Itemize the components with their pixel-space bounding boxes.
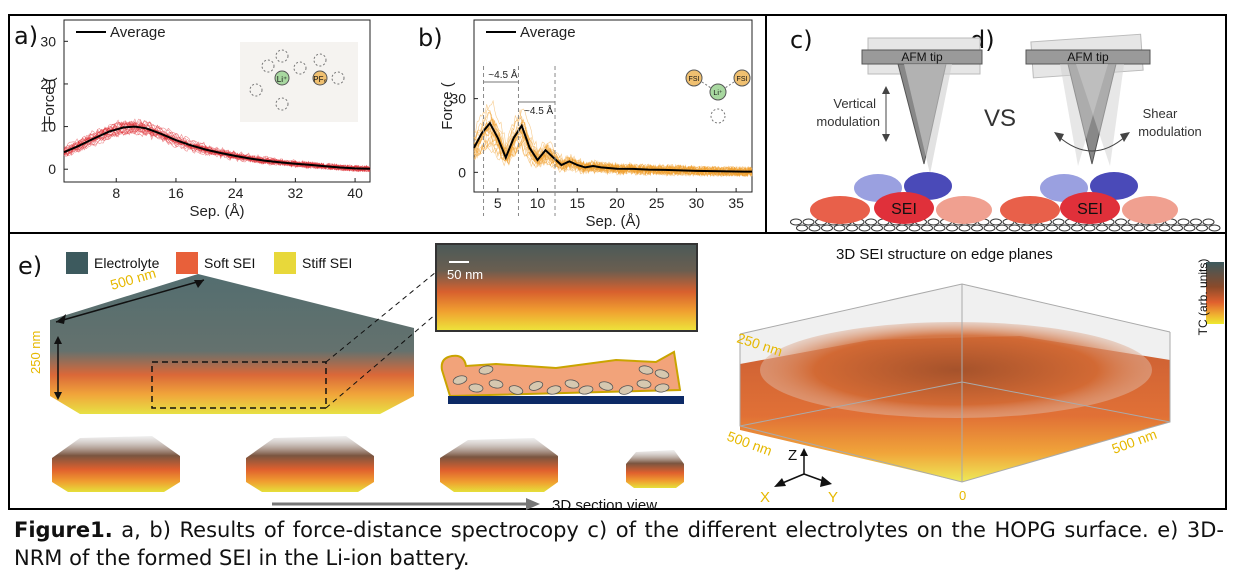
divider-horizontal — [8, 232, 1227, 234]
section-slice-4 — [626, 450, 684, 488]
x-tick-label: 16 — [168, 185, 184, 201]
sei-label-c: SEI — [891, 201, 917, 218]
afm-tip-d: AFM tip Shear modulation — [1026, 34, 1202, 166]
vs-label: VS — [984, 105, 1016, 132]
svg-text:FSI: FSI — [689, 76, 700, 83]
vertical-label-2: modulation — [816, 114, 880, 129]
section-slice-2 — [246, 436, 374, 492]
sei-schematic-section — [436, 340, 692, 408]
axis-z: Z — [788, 447, 797, 464]
colorbar-label: TC (arb. units) — [1196, 242, 1210, 352]
svg-text:Li⁺: Li⁺ — [277, 75, 287, 84]
shear-label-1: Shear — [1143, 106, 1178, 121]
y-axis-label: Force ( — [439, 82, 456, 130]
x-tick-label: 25 — [649, 195, 665, 211]
legend-label: Average — [520, 24, 576, 41]
y-axis-label: Force ( — [41, 77, 58, 125]
volume-render-main: 500 nm 250 nm — [20, 268, 440, 418]
tip-label-d: AFM tip — [1067, 50, 1109, 64]
svg-text:FSI: FSI — [737, 76, 748, 83]
trace-line — [64, 119, 370, 170]
x-tick-label: 5 — [494, 195, 502, 211]
legend-label: Average — [110, 24, 166, 41]
trace-line — [64, 119, 370, 171]
annotation-spacing-1: ~4.5 Å — [488, 68, 518, 81]
y-tick-label: 0 — [48, 161, 56, 177]
x-tick-label: 32 — [288, 185, 304, 201]
axis-x: X — [760, 489, 770, 506]
axis-label-zero: 0 — [959, 488, 966, 503]
shear-label-2: modulation — [1138, 124, 1202, 139]
x-tick-label: 15 — [569, 195, 585, 211]
section-view-label: 3D section view — [552, 497, 657, 510]
trace-line — [64, 121, 370, 171]
x-tick-label: 35 — [728, 195, 744, 211]
volume-render-3d: 250 nm 500 nm 500 nm 0 Z X Y — [720, 262, 1190, 510]
caption-text: a, b) Results of force-distance spectroc… — [14, 518, 1224, 570]
svg-text:PF₆: PF₆ — [313, 75, 326, 84]
scalebar — [449, 261, 469, 263]
molecule-inset-a: Li⁺ PF₆ — [240, 42, 358, 122]
x-tick-label: 10 — [530, 195, 546, 211]
x-tick-label: 40 — [347, 185, 363, 201]
dim-height-label: 250 nm — [28, 331, 43, 374]
caption-bold: Figure1. — [14, 518, 113, 542]
x-axis-label: Sep. (Å) — [585, 213, 640, 230]
x-tick-label: 20 — [609, 195, 625, 211]
sei-cluster-c: SEI — [810, 172, 992, 224]
molecule-inset-b: FSI Li⁺ FSI — [686, 70, 750, 123]
section-slice-1 — [52, 436, 180, 492]
sei-cluster-d: SEI — [1000, 172, 1178, 224]
x-axis-label: Sep. (Å) — [189, 203, 244, 220]
panel-cd-schematic: AFM tip Vertical modulation VS AFM tip S… — [768, 16, 1226, 232]
vertical-label-1: Vertical — [833, 96, 876, 111]
svg-text:Li⁺: Li⁺ — [713, 90, 722, 97]
tip-label-c: AFM tip — [901, 50, 943, 64]
title-3d: 3D SEI structure on edge planes — [836, 246, 1053, 263]
figure-caption: Figure1. a, b) Results of force-distance… — [14, 516, 1224, 572]
y-tick-label: 30 — [40, 33, 56, 49]
section-view-strip: 3D section view — [40, 420, 720, 510]
section-slice-3 — [440, 438, 558, 492]
sei-label-d: SEI — [1077, 201, 1103, 218]
annotation-spacing-2: ~4.5 Å — [524, 104, 554, 117]
x-tick-label: 30 — [689, 195, 705, 211]
zoom-inset: 50 nm — [435, 243, 698, 332]
x-tick-label: 24 — [228, 185, 244, 201]
x-tick-label: 8 — [112, 185, 120, 201]
axis-y: Y — [828, 489, 838, 506]
scalebar-label: 50 nm — [447, 267, 483, 282]
afm-tip-c: AFM tip Vertical modulation — [816, 38, 982, 174]
y-tick-label: 0 — [458, 164, 466, 180]
divider-vertical-c — [765, 14, 767, 234]
